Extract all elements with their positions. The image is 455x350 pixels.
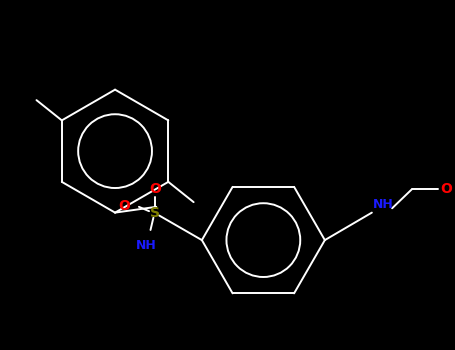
Text: S: S <box>150 205 160 219</box>
Text: NH: NH <box>373 198 394 211</box>
Text: NH: NH <box>136 239 157 252</box>
Text: O: O <box>149 182 161 196</box>
Text: O: O <box>440 182 452 196</box>
Text: O: O <box>118 199 130 213</box>
